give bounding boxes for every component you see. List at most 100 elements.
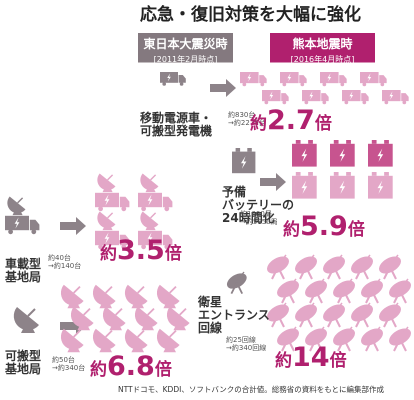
wheel	[31, 229, 37, 235]
item-label: 可搬型 基地局	[5, 349, 42, 377]
dish-feed	[169, 329, 177, 338]
terminal	[384, 140, 389, 144]
after-count: →約140台	[48, 261, 82, 270]
before-after: 約1000局 →約5850局	[240, 210, 278, 226]
header-date: [2011年2月時点]	[153, 55, 218, 64]
after-count: →約2270台	[228, 118, 266, 127]
icon	[333, 278, 355, 304]
bolt	[389, 91, 394, 100]
label-line: 基地局	[5, 362, 42, 377]
icon	[240, 72, 267, 87]
item-label: 車載型 基地局	[5, 257, 42, 284]
wheel	[282, 82, 287, 87]
icon	[102, 306, 126, 331]
truck-cab	[379, 75, 387, 84]
icon	[361, 326, 383, 352]
satellite-leg	[393, 338, 401, 352]
icon	[323, 302, 345, 328]
dish	[92, 284, 116, 306]
icon	[277, 326, 299, 352]
before-count: 約25回線	[226, 336, 256, 344]
icon	[382, 90, 409, 105]
after-count: →約340台	[52, 363, 86, 372]
footnote: NTTドコモ、KDDI、ソフトバンクの合計値。総務省の資料をもとに編集部作成	[118, 385, 385, 394]
satellite-leg	[399, 290, 407, 304]
bolt	[147, 232, 153, 244]
icon	[166, 306, 190, 331]
satellite-leg	[315, 338, 323, 352]
bolt	[377, 148, 384, 162]
dish-stand	[131, 299, 144, 309]
multiplier: 約6.8倍	[90, 352, 172, 382]
dish-feed	[137, 329, 145, 338]
dish	[134, 306, 158, 328]
icon	[138, 192, 173, 212]
header-date: [2016年4月時点]	[290, 55, 355, 64]
multiplier-prefix: 約	[90, 360, 107, 380]
truck-cab	[119, 196, 130, 208]
label-line: 車載型	[5, 257, 42, 271]
multiplier-value: 5.9	[300, 211, 348, 242]
satellite-arm	[287, 278, 297, 290]
icon	[292, 140, 317, 167]
dish-feed	[73, 329, 81, 338]
satellite-leg	[287, 290, 295, 304]
item-label: 衛星 エントランス 回線	[198, 295, 270, 336]
dish	[60, 328, 84, 350]
wheel	[179, 82, 184, 86]
icon	[232, 148, 256, 174]
icon	[5, 215, 40, 235]
before-after: 約25回線 →約340回線	[226, 336, 266, 352]
terminal	[333, 172, 339, 176]
satellite-leg	[277, 266, 285, 280]
icon	[92, 284, 116, 309]
satellite-leg	[281, 338, 289, 352]
satellite-leg	[271, 314, 279, 328]
icon	[292, 172, 317, 199]
satellite-arm	[361, 302, 371, 314]
multiplier-value: 14	[292, 342, 330, 373]
satellite-leg	[315, 290, 323, 304]
dish	[156, 328, 180, 350]
icon	[361, 278, 383, 304]
icon	[156, 328, 180, 353]
satellite-leg	[305, 266, 313, 280]
icon	[360, 72, 387, 87]
satellite-arm	[277, 254, 287, 266]
wheel	[98, 206, 103, 212]
multiplier-prefix: 約	[250, 114, 267, 134]
satellite-arm	[287, 326, 297, 338]
dish	[140, 173, 159, 191]
icon	[97, 211, 116, 231]
bolt	[339, 148, 346, 162]
satellite-arm	[371, 278, 381, 290]
bolt	[269, 91, 274, 100]
bolt	[301, 180, 308, 194]
dish-feed	[27, 308, 36, 317]
dish	[140, 211, 159, 229]
icon	[95, 230, 130, 250]
dish-stand	[145, 184, 156, 193]
satellite-leg	[333, 314, 341, 328]
satellite-arm	[277, 302, 287, 314]
terminal	[371, 140, 377, 144]
satellite-arm	[343, 278, 353, 290]
satellite-arm	[315, 326, 325, 338]
satellite-arm	[399, 326, 409, 338]
satellite-leg	[327, 266, 335, 280]
satellite-leg	[235, 282, 244, 295]
satellite-arm	[361, 254, 371, 266]
icon	[320, 72, 347, 87]
before-after: 約40台 →約140台	[48, 254, 82, 270]
dish-stand	[102, 222, 113, 231]
icon	[305, 326, 327, 352]
multiplier-value: 3.5	[117, 235, 165, 266]
satellite-leg	[230, 282, 238, 295]
wheel	[362, 100, 367, 105]
wheel	[380, 82, 385, 87]
satellite-leg	[287, 338, 295, 352]
icon	[124, 284, 148, 309]
item-label: 移動電源車・ 可搬型発電機	[140, 111, 212, 138]
icon	[302, 90, 329, 105]
multiplier-value: 2.7	[267, 105, 315, 136]
